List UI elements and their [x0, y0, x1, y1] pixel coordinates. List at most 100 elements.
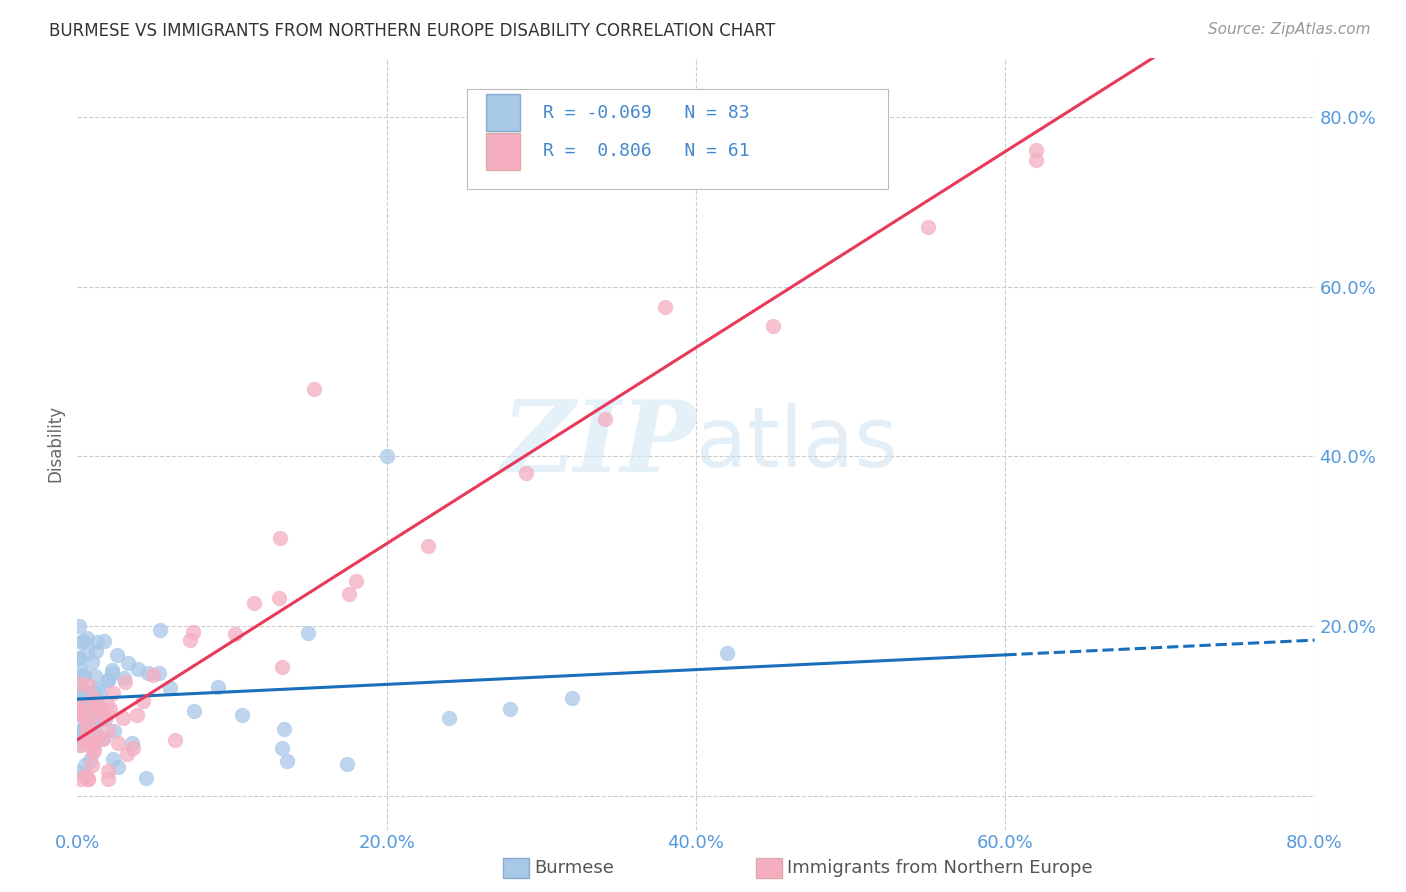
Point	[75, 731, 97, 745]
Point	[73, 685, 96, 699]
Point	[98, 701, 121, 715]
Point	[86, 635, 108, 649]
Point	[148, 666, 170, 681]
Point	[716, 646, 738, 660]
Point	[224, 627, 246, 641]
Bar	[485, 95, 520, 131]
Point	[101, 752, 124, 766]
Point	[67, 704, 90, 718]
Point	[84, 644, 107, 658]
Point	[207, 680, 229, 694]
Point	[73, 769, 96, 783]
Point	[271, 660, 294, 674]
Point	[762, 318, 785, 333]
Point	[149, 624, 172, 638]
Point	[336, 756, 359, 771]
Point	[269, 531, 291, 545]
Text: Burmese: Burmese	[534, 859, 614, 877]
Y-axis label: Disability: Disability	[46, 405, 65, 483]
Point	[107, 737, 129, 751]
Point	[90, 708, 112, 723]
Point	[127, 662, 149, 676]
Point	[67, 651, 90, 665]
Point	[416, 540, 439, 554]
Point	[80, 709, 103, 723]
Point	[93, 731, 115, 746]
Point	[87, 729, 110, 743]
Point	[76, 695, 98, 709]
Point	[77, 678, 100, 692]
Point	[89, 685, 111, 699]
Point	[70, 723, 93, 737]
Point	[67, 695, 90, 709]
Point	[67, 705, 90, 719]
Point	[101, 665, 124, 680]
Point	[70, 668, 93, 682]
Point	[86, 682, 108, 697]
Point	[297, 625, 319, 640]
Point	[93, 633, 115, 648]
Point	[142, 668, 165, 682]
Point	[83, 720, 105, 734]
Point	[67, 695, 90, 709]
Point	[302, 382, 325, 396]
Point	[96, 697, 118, 711]
Point	[114, 675, 136, 690]
Point	[231, 708, 253, 723]
Point	[101, 686, 124, 700]
Point	[67, 619, 90, 633]
Point	[76, 698, 98, 712]
Point	[437, 710, 460, 724]
Point	[83, 712, 105, 726]
Point	[344, 574, 367, 588]
Point	[96, 706, 118, 721]
Point	[76, 736, 98, 750]
Point	[73, 758, 96, 772]
Point	[70, 725, 93, 739]
Point	[83, 669, 105, 683]
Point	[1025, 153, 1047, 167]
Point	[107, 648, 129, 662]
Point	[127, 708, 149, 723]
Point	[276, 754, 298, 768]
Point	[82, 684, 104, 698]
Point	[80, 758, 103, 772]
Point	[70, 694, 93, 708]
Point	[112, 671, 135, 685]
Point	[82, 745, 104, 759]
Point	[69, 727, 91, 741]
Point	[94, 712, 117, 726]
Point	[917, 219, 939, 234]
Point	[70, 723, 93, 738]
Point	[83, 743, 105, 757]
Point	[181, 624, 204, 639]
Text: ZIP: ZIP	[501, 395, 696, 492]
Point	[83, 697, 105, 711]
Point	[79, 702, 101, 716]
Point	[82, 655, 104, 669]
Point	[83, 736, 105, 750]
Point	[654, 300, 676, 314]
Point	[97, 673, 120, 688]
Point	[159, 681, 181, 696]
Point	[561, 691, 583, 706]
Point	[67, 699, 90, 714]
Point	[73, 697, 96, 711]
Point	[243, 597, 266, 611]
Point	[67, 739, 90, 753]
Point	[70, 705, 93, 719]
Point	[73, 667, 96, 681]
Point	[97, 772, 120, 786]
Point	[183, 704, 205, 718]
Text: Immigrants from Northern Europe: Immigrants from Northern Europe	[787, 859, 1092, 877]
Point	[101, 663, 124, 677]
Point	[179, 632, 201, 647]
Point	[91, 731, 114, 746]
Point	[103, 724, 125, 739]
Point	[67, 690, 90, 704]
Bar	[485, 133, 520, 169]
Point	[273, 722, 295, 736]
Point	[76, 772, 98, 786]
Text: Source: ZipAtlas.com: Source: ZipAtlas.com	[1208, 22, 1371, 37]
Point	[79, 753, 101, 767]
